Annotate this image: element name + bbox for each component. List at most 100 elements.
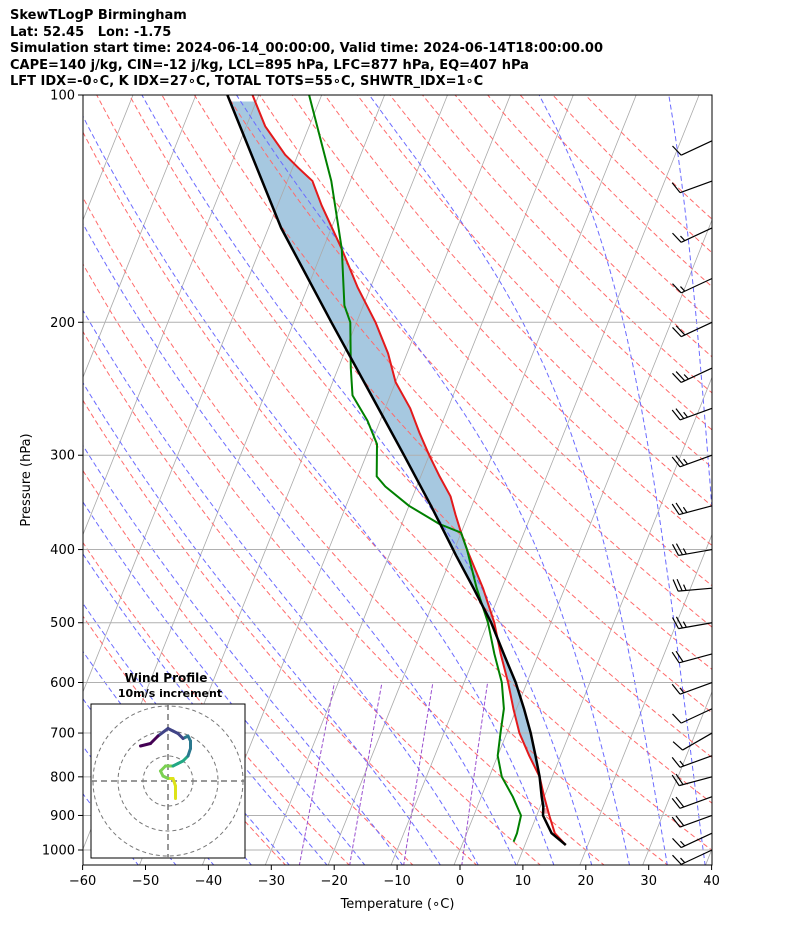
moist-adiabat (83, 501, 366, 865)
barb-staff (680, 277, 713, 294)
moist-adiabat (141, 95, 593, 865)
wind-barb (672, 578, 713, 592)
barb-half-flag (680, 286, 686, 292)
hodograph-segment (149, 734, 160, 745)
wind-barb (671, 180, 713, 194)
barb-flag (671, 617, 680, 629)
barb-half-flag (680, 857, 686, 864)
isotherm-line (768, 95, 794, 866)
wind-barb (671, 454, 713, 468)
dry-adiabat (519, 95, 712, 288)
chart-header: SkewTLogP Birmingham Lat: 52.45 Lon: -1.7… (10, 8, 603, 91)
barb-flag (675, 616, 683, 629)
barb-staff (680, 321, 713, 338)
dry-adiabat (83, 330, 542, 865)
y-tick-label: 500 (50, 616, 75, 631)
barb-flag (672, 372, 682, 383)
barb-flag (672, 713, 682, 724)
wind-barb (671, 814, 713, 828)
barb-half-flag (682, 548, 687, 555)
barb-flag (671, 456, 681, 468)
x-tick-label: −20 (320, 874, 347, 889)
barb-flag (675, 773, 684, 785)
dry-adiabat (291, 95, 712, 547)
x-tick-label: −50 (132, 874, 159, 889)
wind-barb (672, 832, 713, 849)
barb-half-flag (679, 687, 685, 694)
x-tick-label: 0 (456, 874, 464, 889)
wind-barb (671, 407, 713, 421)
barb-staff (679, 653, 713, 664)
barb-flag (675, 543, 683, 556)
x-tick-label: −10 (383, 874, 410, 889)
barb-half-flag (680, 235, 686, 242)
inset-title: Wind Profile (125, 671, 208, 685)
hodograph-ring (117, 730, 219, 832)
barb-flag (671, 774, 680, 786)
moist-adiabat (83, 381, 441, 865)
x-axis-label: Temperature (∘C) (340, 897, 455, 912)
axes: −60 −50 −40 −30 −20 −10 0 10 20 30 40 100 200 300 400 5… (19, 89, 720, 913)
y-tick-label: 700 (50, 727, 75, 742)
y-tick-label: 600 (50, 676, 75, 691)
barb-flag (671, 651, 680, 664)
barb-staff (680, 849, 713, 865)
mixing-ratio-line (349, 682, 383, 865)
x-tick-label: −60 (69, 874, 96, 889)
dry-adiabat (585, 95, 712, 220)
moist-adiabat (538, 95, 706, 865)
barb-flag (675, 650, 684, 663)
barb-staff (679, 180, 713, 194)
barb-flag (672, 232, 682, 243)
barb-flag (672, 579, 679, 592)
wind-barb (671, 773, 713, 787)
mixing-ratio-line (298, 682, 335, 865)
parcel-line (226, 95, 567, 846)
barb-half-flag (680, 840, 686, 847)
barb-staff (679, 505, 713, 516)
barb-staff (679, 755, 713, 768)
y-tick-label: 200 (50, 316, 75, 331)
mixing-ratio-line (461, 682, 489, 865)
moist-adiabat (83, 222, 517, 865)
gridlines (0, 95, 794, 866)
barb-flag (672, 854, 682, 865)
inset-content (91, 704, 245, 858)
moist-adiabat (83, 309, 479, 865)
barb-flag (676, 578, 683, 592)
wind-barb (671, 796, 713, 809)
isotherm-line (453, 218, 712, 865)
wind-barbs (671, 140, 713, 865)
barb-flag (672, 327, 682, 338)
moist-adiabat (83, 650, 253, 865)
barb-staff (682, 732, 713, 751)
isotherm-line (0, 95, 7, 866)
barb-staff (679, 454, 713, 468)
temperature-line (251, 95, 567, 846)
barb-staff (680, 708, 713, 724)
dry-adiabat (83, 196, 669, 865)
dry-adiabat (454, 95, 712, 358)
dry-adiabat (552, 95, 712, 254)
x-tick-label: 10 (515, 874, 532, 889)
x-tick-label: 20 (578, 874, 595, 889)
mixing-ratio-line (403, 682, 434, 865)
dry-adiabat (83, 263, 605, 865)
moist-adiabat (668, 95, 712, 516)
x-tick-label: −40 (195, 874, 222, 889)
moist-adiabat (368, 95, 668, 865)
dry-adiabat (389, 95, 712, 431)
barb-flag (672, 741, 683, 751)
barb-staff (679, 814, 713, 828)
barb-flag (671, 503, 680, 515)
barb-flag (671, 757, 681, 768)
barb-half-flag (682, 506, 688, 513)
indices-line-2: LFT IDX=-0∘C, K IDX=27∘C, TOTAL TOTS=55∘… (10, 74, 484, 90)
barb-flag (675, 371, 686, 382)
wind-barb (671, 755, 713, 768)
barb-staff (678, 622, 713, 630)
barb-flag (671, 409, 681, 421)
hodograph-inset: Wind Profile 10m/s increment (90, 671, 246, 859)
isotherm-line (579, 533, 712, 865)
